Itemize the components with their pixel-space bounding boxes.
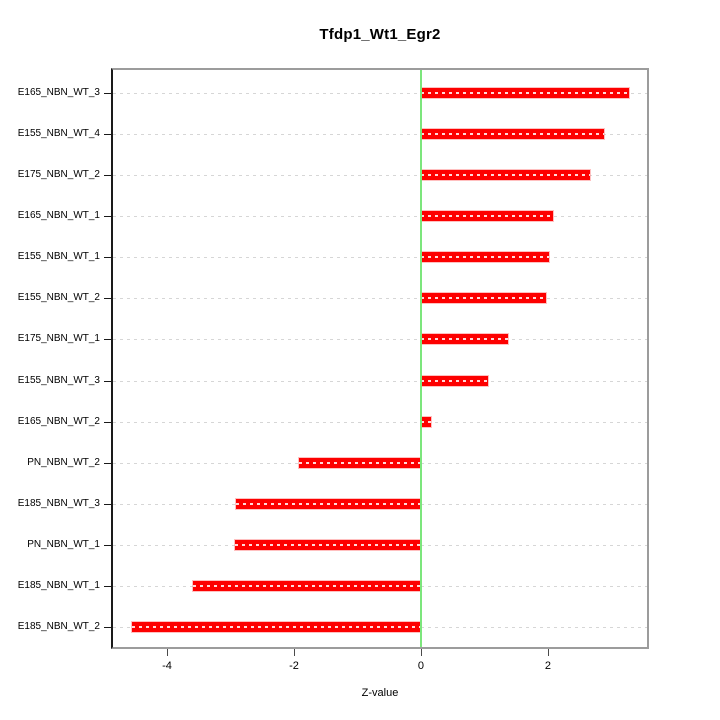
bar [193, 580, 421, 591]
bar [420, 375, 488, 386]
gridline [113, 298, 647, 300]
gridline [113, 134, 647, 136]
y-axis-tick [104, 134, 111, 136]
y-axis-label: E175_NBN_WT_2 [17, 169, 100, 181]
gridline [113, 216, 647, 218]
y-axis-label: E185_NBN_WT_1 [17, 579, 100, 591]
x-axis-tick-label: 0 [417, 660, 425, 672]
bar [420, 88, 629, 98]
bar [420, 252, 550, 263]
zero-reference-line [419, 70, 422, 647]
plot-area: E165_NBN_WT_3 E155_NBN_WT_4 E175_NBN_WT_2 E… [18, 68, 649, 672]
y-axis-tick [104, 298, 111, 300]
x-axis-tick-label: 2 [544, 660, 551, 672]
gridline [113, 93, 647, 94]
y-axis-tick [104, 462, 111, 464]
x-axis-tick [166, 649, 168, 656]
bar [299, 457, 421, 468]
y-axis-tick [104, 585, 111, 587]
y-axis-label: E155_NBN_WT_4 [17, 128, 100, 140]
y-axis-label: E155_NBN_WT_1 [17, 251, 100, 263]
y-axis-tick [104, 421, 111, 423]
x-axis-tick [420, 649, 422, 656]
y-axis-tick [104, 503, 111, 505]
y-axis-tick [104, 380, 111, 382]
bar [234, 539, 421, 550]
y-axis-label: PN_NBN_WT_2 [27, 456, 100, 468]
bar [420, 416, 432, 427]
y-axis-tick [104, 544, 111, 546]
bar [420, 334, 508, 345]
y-axis-label: E185_NBN_WT_3 [17, 497, 100, 509]
y-axis-label: E155_NBN_WT_2 [17, 292, 100, 304]
x-axis-tick [293, 649, 295, 656]
gridline [113, 175, 647, 177]
bar [132, 622, 421, 633]
gridline [113, 257, 647, 259]
y-axis-label: E165_NBN_WT_2 [17, 415, 100, 427]
y-axis-label: E155_NBN_WT_3 [17, 374, 100, 386]
gridline [113, 421, 647, 423]
bar [420, 293, 547, 304]
chart-title: Tfdp1_Wt1_Egr2 [319, 26, 441, 43]
y-axis-label: E165_NBN_WT_3 [17, 87, 100, 98]
y-axis-label: E165_NBN_WT_1 [17, 210, 100, 222]
y-axis-tick [104, 93, 111, 94]
y-axis-tick [104, 627, 111, 629]
y-axis-label: PN_NBN_WT_1 [27, 538, 100, 550]
bar [236, 498, 421, 509]
bar [420, 170, 590, 181]
y-axis-label: E175_NBN_WT_1 [17, 333, 100, 345]
x-axis-tick-label: -4 [162, 660, 172, 672]
y-axis-tick [104, 339, 111, 341]
bar [420, 211, 554, 222]
x-axis-tick-label: -2 [289, 660, 299, 672]
gridline [113, 380, 647, 382]
x-axis-label: Z-value [361, 687, 399, 699]
bar [420, 129, 605, 140]
gridline [113, 339, 647, 341]
y-axis-tick [104, 216, 111, 218]
x-axis-tick [547, 649, 549, 656]
y-axis-label: E185_NBN_WT_2 [17, 621, 100, 633]
y-axis-tick [104, 257, 111, 259]
y-axis-tick [104, 175, 111, 177]
